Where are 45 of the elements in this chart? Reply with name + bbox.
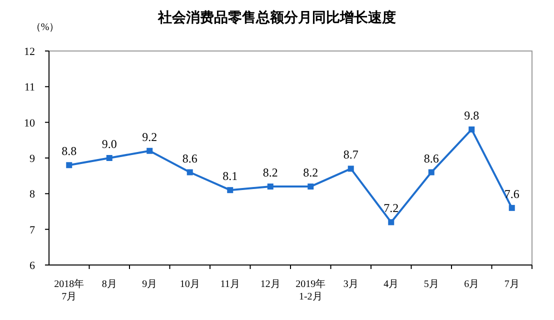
y-axis-title: （%）: [30, 22, 60, 33]
point: [388, 219, 394, 226]
text: 8.6: [182, 151, 198, 166]
y-tick-label: 11: [24, 82, 35, 94]
x-tick-label: 7月: [504, 279, 520, 290]
text: 7.2: [384, 201, 399, 216]
x-tick-label: 3月: [343, 279, 358, 290]
text: 7.6: [504, 186, 520, 201]
y-tick-label: 9: [30, 153, 36, 165]
text: 8.8: [62, 144, 77, 158]
point: [66, 162, 72, 168]
point: [428, 169, 434, 176]
point: [267, 184, 274, 190]
x-tick-label: 5月: [424, 279, 439, 290]
text: 8.2: [303, 166, 318, 180]
x-tick-label: 9月: [142, 279, 158, 290]
point: [227, 187, 234, 194]
text: 9.8: [464, 108, 480, 122]
x-tick-label: 12月: [260, 279, 280, 290]
point: [186, 169, 193, 176]
chart-title: 社会消费品零售总额分月同比增长速度: [157, 9, 396, 26]
text: 8.7: [343, 148, 358, 162]
text: 9.0: [102, 137, 117, 151]
x-tick-label: 8月: [102, 279, 117, 290]
point: [146, 148, 153, 154]
x-tick-label: 10月: [180, 279, 200, 290]
x-tick-label: 6月: [464, 279, 480, 290]
point: [468, 126, 475, 132]
x-tick-label: 2018年 7月: [54, 278, 84, 302]
x-tick-label: 2019年 1-2月: [296, 278, 326, 302]
point: [508, 204, 515, 211]
x-tick-label: 4月: [384, 279, 399, 290]
point: [348, 166, 354, 172]
y-tick-label: 7: [30, 224, 36, 236]
text: 8.6: [424, 151, 439, 166]
point: [308, 184, 314, 190]
text: 8.1: [222, 169, 238, 184]
y-tick-label: 6: [30, 260, 36, 272]
y-tick-label: 12: [24, 46, 35, 58]
y-tick-label: 10: [24, 117, 36, 130]
text: 9.2: [142, 130, 158, 144]
text: 8.2: [262, 166, 278, 180]
y-tick-label: 8: [30, 188, 36, 201]
point: [106, 155, 112, 161]
x-tick-label: 11月: [220, 279, 240, 290]
